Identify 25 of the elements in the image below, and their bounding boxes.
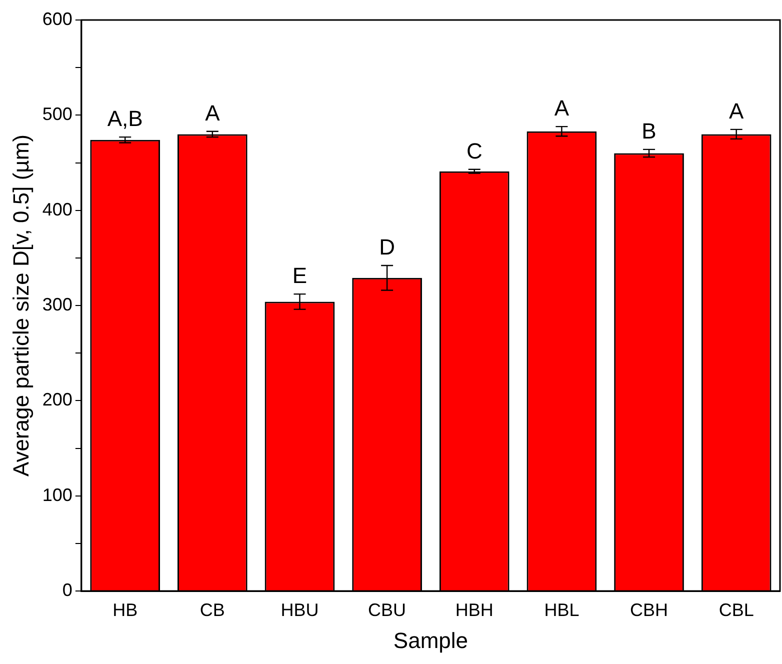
x-tick-label: CBL [718, 600, 754, 620]
y-tick-label: 600 [42, 8, 72, 29]
annotation: C [466, 138, 482, 164]
y-tick-label: 400 [42, 199, 72, 220]
x-tick-label: CB [200, 600, 225, 620]
annotation: A [205, 100, 220, 126]
x-tick-label: HBU [280, 600, 319, 620]
x-tick-label: HB [112, 600, 138, 620]
x-tick-label: HBL [544, 600, 580, 620]
x-tick-label: CBU [368, 600, 406, 620]
annotation: B [642, 118, 656, 144]
y-tick-label: 300 [42, 294, 72, 314]
annotation: A [728, 98, 744, 124]
annotation: E [292, 263, 308, 288]
x-tick-label: CBH [630, 600, 668, 620]
y-tick-label: 100 [42, 484, 72, 505]
annotation: D [379, 234, 395, 260]
x-axis-title: Sample [393, 628, 468, 653]
annotation: A [554, 96, 570, 121]
x-tick-label: HBH [455, 600, 494, 620]
y-tick-label: 500 [42, 104, 72, 124]
y-tick-label: 0 [62, 580, 72, 600]
y-axis-title: Average particle size D[v, 0.5] (µm) [8, 134, 34, 476]
y-tick-label: 200 [42, 390, 72, 410]
annotation: A,B [107, 106, 143, 132]
